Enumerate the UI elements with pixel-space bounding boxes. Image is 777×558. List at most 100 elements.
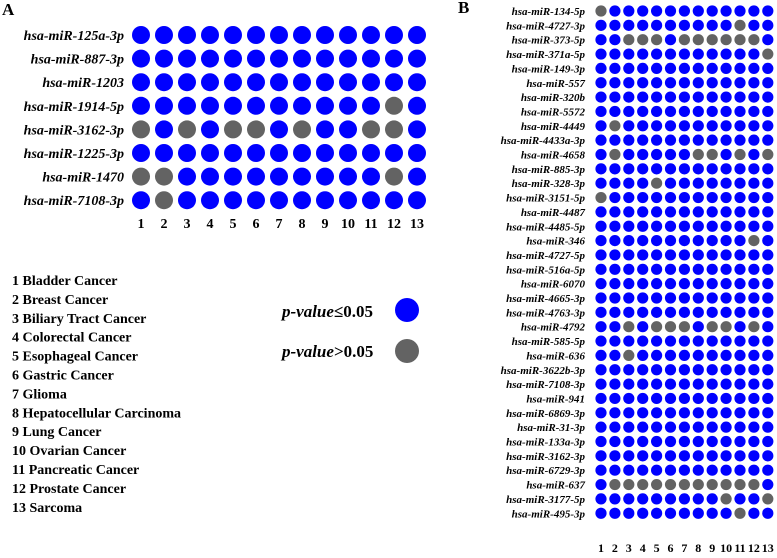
cancer-type-item: 5 Esophageal Cancer [12, 350, 138, 365]
panel-a-dot [362, 26, 380, 44]
panel-b-dot [762, 177, 774, 189]
panel-b-dot [706, 478, 718, 491]
panel-a-dot [155, 167, 173, 186]
panel-b-dot [692, 335, 704, 347]
panel-b-dot [692, 278, 704, 290]
panel-a-dot [316, 120, 334, 139]
panel-b-dot [664, 120, 677, 132]
panel-b-dot [637, 48, 649, 60]
panel-b-dot [623, 407, 635, 419]
panel-b-row-label: hsa-miR-636 [526, 350, 585, 362]
panel-b-dot [734, 507, 746, 519]
panel-b-dot [623, 364, 635, 376]
panel-b-dot [678, 321, 691, 333]
panel-b-dot [623, 163, 635, 175]
panel-b-dot [637, 249, 649, 261]
panel-b-dot [734, 450, 746, 462]
panel-b-dot [678, 407, 691, 419]
panel-b-dot [595, 91, 607, 103]
panel-b-dot [651, 306, 663, 318]
panel-b-row-label: hsa-miR-346 [526, 236, 585, 248]
panel-a-dot [339, 49, 357, 68]
panel-b-dot [692, 48, 704, 60]
panel-a-dot [339, 96, 357, 115]
panel-b-dot [609, 148, 621, 161]
panel-b-dot [637, 435, 649, 448]
panel-a-dot [247, 167, 265, 186]
panel-b-dot [720, 364, 732, 376]
panel-b-dot [748, 19, 760, 31]
panel-b-dot [748, 378, 760, 390]
panel-b-dot [762, 435, 774, 448]
panel-b-dot [706, 191, 718, 204]
panel-b-dot [651, 435, 663, 448]
panel-b-dot [762, 364, 774, 376]
panel-b-dot [678, 220, 691, 232]
panel-b-dot [651, 34, 663, 46]
panel-b-row-label: hsa-miR-7108-3p [506, 379, 585, 391]
panel-b-dot [706, 364, 718, 376]
panel-b-dot [678, 249, 691, 261]
panel-b-dot [734, 19, 746, 31]
panel-b-dot [678, 34, 691, 46]
panel-b-dot [637, 62, 649, 74]
panel-b-dot [692, 91, 704, 103]
panel-b-dot [748, 206, 760, 218]
legend-nonsignificant-threshold: >0.05 [334, 342, 373, 361]
panel-b-dot [692, 407, 704, 419]
panel-b-row-label: hsa-miR-557 [526, 78, 585, 90]
panel-b-dot [664, 335, 677, 347]
panel-b-x-tick: 2 [612, 541, 618, 555]
panel-b-row-label: hsa-miR-149-3p [512, 63, 586, 75]
cancer-type-item: 1 Bladder Cancer [12, 274, 118, 289]
panel-b-dot [623, 62, 635, 74]
panel-b-dot [678, 364, 691, 376]
panel-b-dot [651, 48, 663, 60]
panel-b-x-tick: 1 [598, 541, 604, 555]
panel-a-row-label: hsa-miR-7108-3p [24, 194, 124, 209]
panel-a-x-tick: 4 [207, 217, 214, 232]
panel-a-x-tick: 9 [322, 217, 329, 232]
panel-b-dot [623, 335, 635, 347]
panel-b-dot [678, 493, 691, 505]
panel-a-dot [178, 144, 196, 162]
cancer-type-item: 11 Pancreatic Cancer [12, 463, 139, 478]
panel-b-dot [706, 220, 718, 232]
panel-b-dot [762, 464, 774, 476]
panel-b-dot [692, 378, 704, 390]
panel-a-label: A [2, 0, 15, 19]
panel-b-dot [623, 5, 635, 17]
panel-b-dot [609, 292, 621, 304]
panel-b-dot [706, 349, 718, 361]
panel-b-dot [734, 48, 746, 60]
panel-a-dot [362, 191, 380, 210]
panel-b-dot [762, 77, 774, 89]
panel-b-dot [706, 163, 718, 175]
panel-a-dot [178, 73, 196, 92]
panel-b-dot [637, 105, 649, 118]
panel-a-dot [201, 191, 219, 210]
panel-b-dot [734, 392, 746, 405]
panel-b-row-label: hsa-miR-3151-5p [506, 193, 585, 205]
panel-a-chart: hsa-miR-125a-3p hsa-miR-887-3p hsa-miR-120… [24, 26, 426, 232]
panel-b-dot [720, 435, 732, 448]
panel-b-dot [706, 321, 718, 333]
panel-b-dot [748, 235, 760, 247]
panel-b-dot [609, 435, 621, 448]
panel-b-dot [623, 91, 635, 103]
panel-b-dot [595, 278, 607, 290]
panel-a-dot [339, 120, 357, 139]
panel-b-dot [664, 19, 677, 31]
panel-b-dot [720, 464, 732, 476]
panel-b-dot [637, 478, 649, 491]
panel-b-row-label: hsa-miR-133a-3p [506, 437, 585, 449]
panel-b-dot [664, 407, 677, 419]
panel-b-row-label: hsa-miR-941 [526, 393, 585, 405]
panel-b-dot [609, 163, 621, 175]
panel-b-dot [748, 77, 760, 89]
panel-a-dot [224, 191, 242, 210]
panel-b-dot [637, 421, 649, 433]
panel-b-dot [595, 263, 607, 275]
panel-b-dot [720, 493, 732, 505]
panel-b-dot [637, 34, 649, 46]
